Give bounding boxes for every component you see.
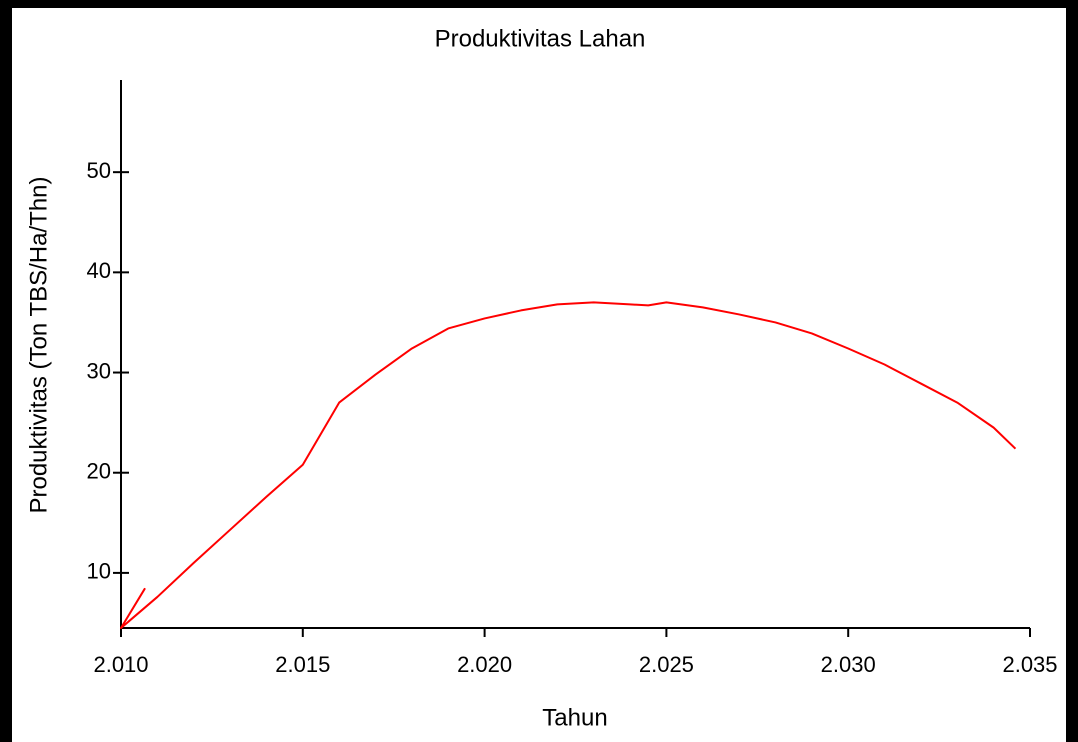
y-tick-label: 20	[87, 459, 111, 484]
x-axis-label: Tahun	[542, 704, 607, 731]
x-tick-label: 2.035	[1002, 652, 1057, 677]
x-tick-label: 2.030	[821, 652, 876, 677]
x-tick-label: 2.010	[93, 652, 148, 677]
plot-background	[12, 8, 1066, 742]
y-tick-label: 40	[87, 258, 111, 283]
chart-title: Produktivitas Lahan	[435, 25, 646, 52]
y-tick-label: 30	[87, 358, 111, 383]
line-series	[120, 301, 1017, 629]
y-tick-label: 50	[87, 158, 111, 183]
x-tick-label: 2.020	[457, 652, 512, 677]
x-tick-label: 2.015	[275, 652, 330, 677]
y-axis-label: Produktivitas (Ton TBS/Ha/Thn)	[25, 176, 52, 513]
x-tick-label: 2.025	[639, 652, 694, 677]
y-tick-label: 10	[87, 559, 111, 584]
